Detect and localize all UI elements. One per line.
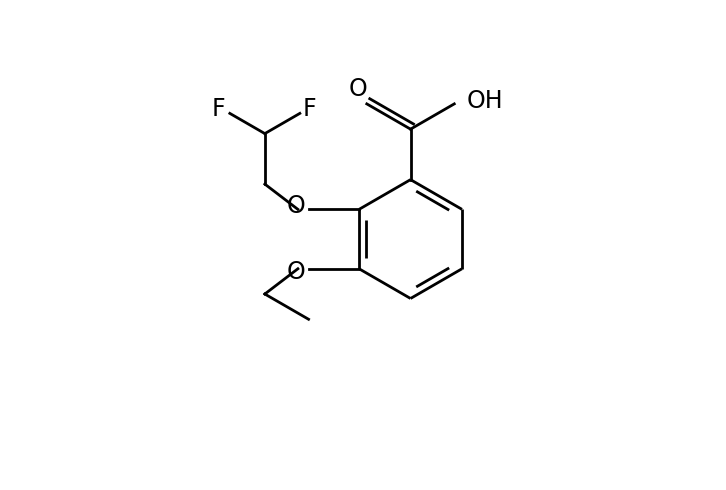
Text: F: F — [211, 97, 225, 121]
Text: O: O — [287, 260, 306, 284]
Text: O: O — [287, 195, 306, 219]
Text: F: F — [303, 97, 317, 121]
Text: OH: OH — [466, 89, 503, 113]
Text: O: O — [348, 77, 367, 101]
